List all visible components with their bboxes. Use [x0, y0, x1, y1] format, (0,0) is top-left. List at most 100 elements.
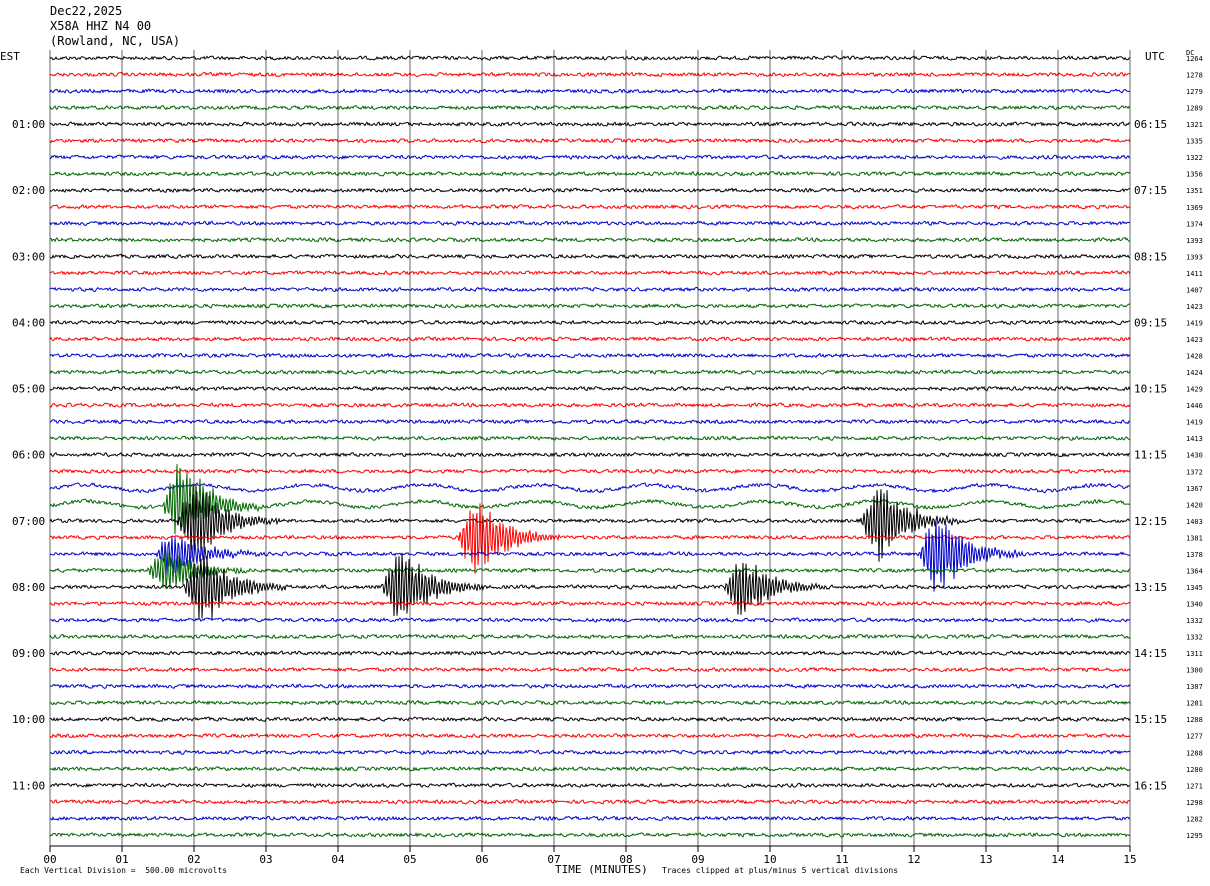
right-hour-label: 11:15 — [1134, 449, 1167, 462]
trace-row — [49, 402, 1131, 408]
trace-row — [49, 71, 1131, 78]
location-label: (Rowland, NC, USA) — [50, 34, 181, 48]
dc-offset-label: 1374 — [1186, 220, 1203, 228]
dc-offset-label: 1345 — [1186, 584, 1203, 592]
x-tick-label: 15 — [1123, 853, 1136, 866]
trace-row — [49, 749, 1131, 755]
trace-row — [49, 519, 1131, 592]
dc-offset-label: 1332 — [1186, 634, 1203, 642]
left-hour-label: 07:00 — [12, 515, 45, 528]
trace-row — [49, 170, 1131, 177]
dc-offset-label: 1378 — [1186, 551, 1203, 559]
trace-row — [49, 385, 1131, 392]
scale-note: Each Vertical Division = 500.00 microvol… — [20, 866, 228, 875]
trace-row — [49, 732, 1131, 739]
trace-row — [49, 484, 1131, 562]
trace-row — [49, 237, 1131, 243]
x-tick-label: 04 — [331, 853, 345, 866]
left-hour-label: 10:00 — [12, 713, 45, 726]
left-hour-label: 06:00 — [12, 449, 45, 462]
dc-offset-label: 1411 — [1186, 270, 1203, 278]
dc-offset-label: 1288 — [1186, 749, 1203, 757]
trace-row — [49, 352, 1131, 359]
trace-row — [49, 782, 1131, 789]
trace-row — [49, 137, 1131, 144]
dc-offset-label: 1321 — [1186, 121, 1203, 129]
right-hour-label: 12:15 — [1134, 515, 1167, 528]
trace-row — [49, 633, 1131, 640]
trace-row — [49, 435, 1131, 441]
dc-offset-label: 1372 — [1186, 468, 1203, 476]
dc-offset-label: 1429 — [1186, 386, 1203, 394]
dc-offset-label: 1281 — [1186, 700, 1203, 708]
dc-offset-label: 1335 — [1186, 138, 1203, 146]
clip-note: Traces clipped at plus/minus 5 vertical … — [662, 866, 899, 875]
trace-row — [49, 154, 1131, 160]
trace-row — [49, 88, 1131, 94]
x-tick-label: 14 — [1051, 853, 1065, 866]
x-tick-label: 02 — [187, 853, 200, 866]
trace-row — [49, 187, 1131, 193]
dc-offset-label: 1311 — [1186, 650, 1203, 658]
trace-row — [49, 548, 1131, 620]
trace-row — [49, 204, 1131, 210]
dc-offset-label: 1423 — [1186, 303, 1203, 311]
right-hour-label: 08:15 — [1134, 250, 1167, 263]
trace-row — [49, 464, 1131, 536]
dc-offset-label: 1413 — [1186, 435, 1203, 443]
right-hour-label: 13:15 — [1134, 581, 1167, 594]
dc-offset-label: 1381 — [1186, 534, 1203, 542]
dc-offset-label: 1367 — [1186, 485, 1203, 493]
dc-offset-label: 1278 — [1186, 72, 1203, 80]
left-hour-label: 02:00 — [12, 184, 45, 197]
dc-offset-label: 1298 — [1186, 799, 1203, 807]
dc-offset-label: 1307 — [1186, 683, 1203, 691]
trace-row — [49, 418, 1131, 425]
dc-offset-label: 1419 — [1186, 319, 1203, 327]
trace-row — [49, 319, 1131, 326]
dc-offset-label: 1430 — [1186, 452, 1203, 460]
x-tick-label: 06 — [475, 853, 488, 866]
dc-offset-label: 1280 — [1186, 766, 1203, 774]
station-label: X58A HHZ N4 00 — [50, 19, 152, 33]
right-hour-label: 07:15 — [1134, 184, 1167, 197]
dc-offset-label: 1424 — [1186, 369, 1203, 377]
dc-offset-label: 1279 — [1186, 88, 1203, 96]
dc-offset-label: 1300 — [1186, 667, 1203, 675]
trace-row — [49, 650, 1131, 656]
dc-offset-label: 1282 — [1186, 815, 1203, 823]
trace-row — [49, 253, 1131, 260]
dc-offset-label: 1289 — [1186, 105, 1203, 113]
trace-row — [49, 699, 1131, 706]
left-hour-label: 09:00 — [12, 647, 45, 660]
trace-row — [49, 286, 1131, 293]
dc-offset-label: 1332 — [1186, 617, 1203, 625]
left-timezone-label: EST — [0, 50, 20, 63]
dc-offset-label: 1393 — [1186, 253, 1203, 261]
left-hour-label: 08:00 — [12, 581, 45, 594]
dc-offset-label: 1322 — [1186, 154, 1203, 162]
trace-row — [49, 336, 1131, 342]
trace-row — [49, 550, 1131, 590]
dc-offset-label: 1356 — [1186, 171, 1203, 179]
x-tick-label: 07 — [547, 853, 560, 866]
left-hour-label: 11:00 — [12, 779, 45, 792]
trace-row — [49, 666, 1131, 673]
trace-row — [49, 815, 1131, 822]
trace-row — [49, 55, 1131, 61]
dc-label: DC — [1186, 49, 1195, 57]
x-tick-label: 11 — [835, 853, 848, 866]
dc-offset-label: 1295 — [1186, 832, 1203, 840]
trace-row — [49, 683, 1131, 689]
x-axis-label: TIME (MINUTES) — [555, 863, 648, 876]
right-hour-label: 09:15 — [1134, 316, 1167, 329]
x-tick-label: 10 — [763, 853, 776, 866]
dc-offset-label: 1403 — [1186, 518, 1203, 526]
left-hour-label: 03:00 — [12, 250, 45, 263]
right-hour-label: 15:15 — [1134, 713, 1167, 726]
dc-offset-label: 1277 — [1186, 733, 1203, 741]
dc-offset-label: 1369 — [1186, 204, 1203, 212]
right-hour-label: 14:15 — [1134, 647, 1167, 660]
trace-row — [49, 451, 1130, 458]
trace-row — [49, 832, 1130, 838]
